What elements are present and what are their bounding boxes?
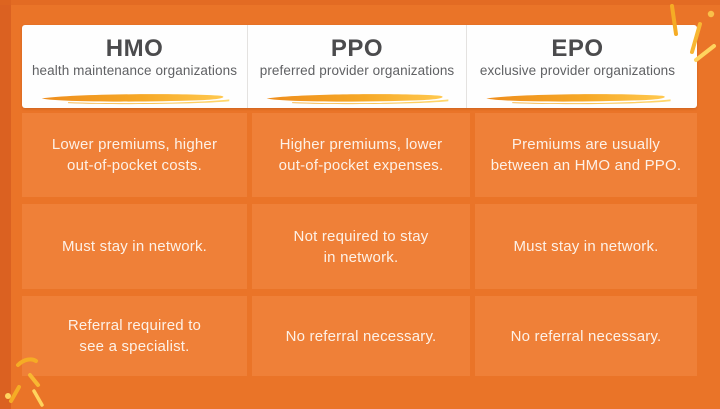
header-column-ppo: PPO preferred provider organizations — [247, 25, 466, 108]
table-cell: Must stay in network. — [475, 204, 697, 289]
header-column-hmo: HMO health maintenance organizations — [22, 25, 247, 108]
table-cell: Lower premiums, higher out-of-pocket cos… — [22, 113, 247, 197]
table-cell: Must stay in network. — [22, 204, 247, 289]
table-cell: Referral required to see a specialist. — [22, 296, 247, 376]
column-subtitle: health maintenance organizations — [31, 63, 238, 79]
column-subtitle: exclusive provider organizations — [479, 63, 676, 79]
brush-underline-icon — [485, 94, 671, 105]
table-cell: No referral necessary. — [252, 296, 470, 376]
sparkle-bottom-left-icon — [5, 357, 44, 407]
table-cell: Higher premiums, lower out-of-pocket exp… — [252, 113, 470, 197]
table-cell: Premiums are usually between an HMO and … — [475, 113, 697, 197]
left-edge-shade — [0, 0, 11, 409]
brush-underline-icon — [41, 94, 229, 105]
top-edge-shade — [0, 0, 720, 5]
sparkle-top-right-icon — [670, 4, 716, 62]
table-cell: No referral necessary. — [475, 296, 697, 376]
column-title: PPO — [330, 35, 384, 62]
header-column-epo: EPO exclusive provider organizations — [466, 25, 688, 108]
column-subtitle: preferred provider organizations — [259, 63, 455, 79]
column-title: HMO — [105, 35, 164, 62]
table-cell: Not required to stay in network. — [252, 204, 470, 289]
brush-underline-icon — [266, 94, 449, 105]
column-title: EPO — [551, 35, 604, 62]
comparison-grid: Lower premiums, higher out-of-pocket cos… — [22, 113, 697, 376]
table-header: HMO health maintenance organizations PPO… — [22, 25, 697, 108]
